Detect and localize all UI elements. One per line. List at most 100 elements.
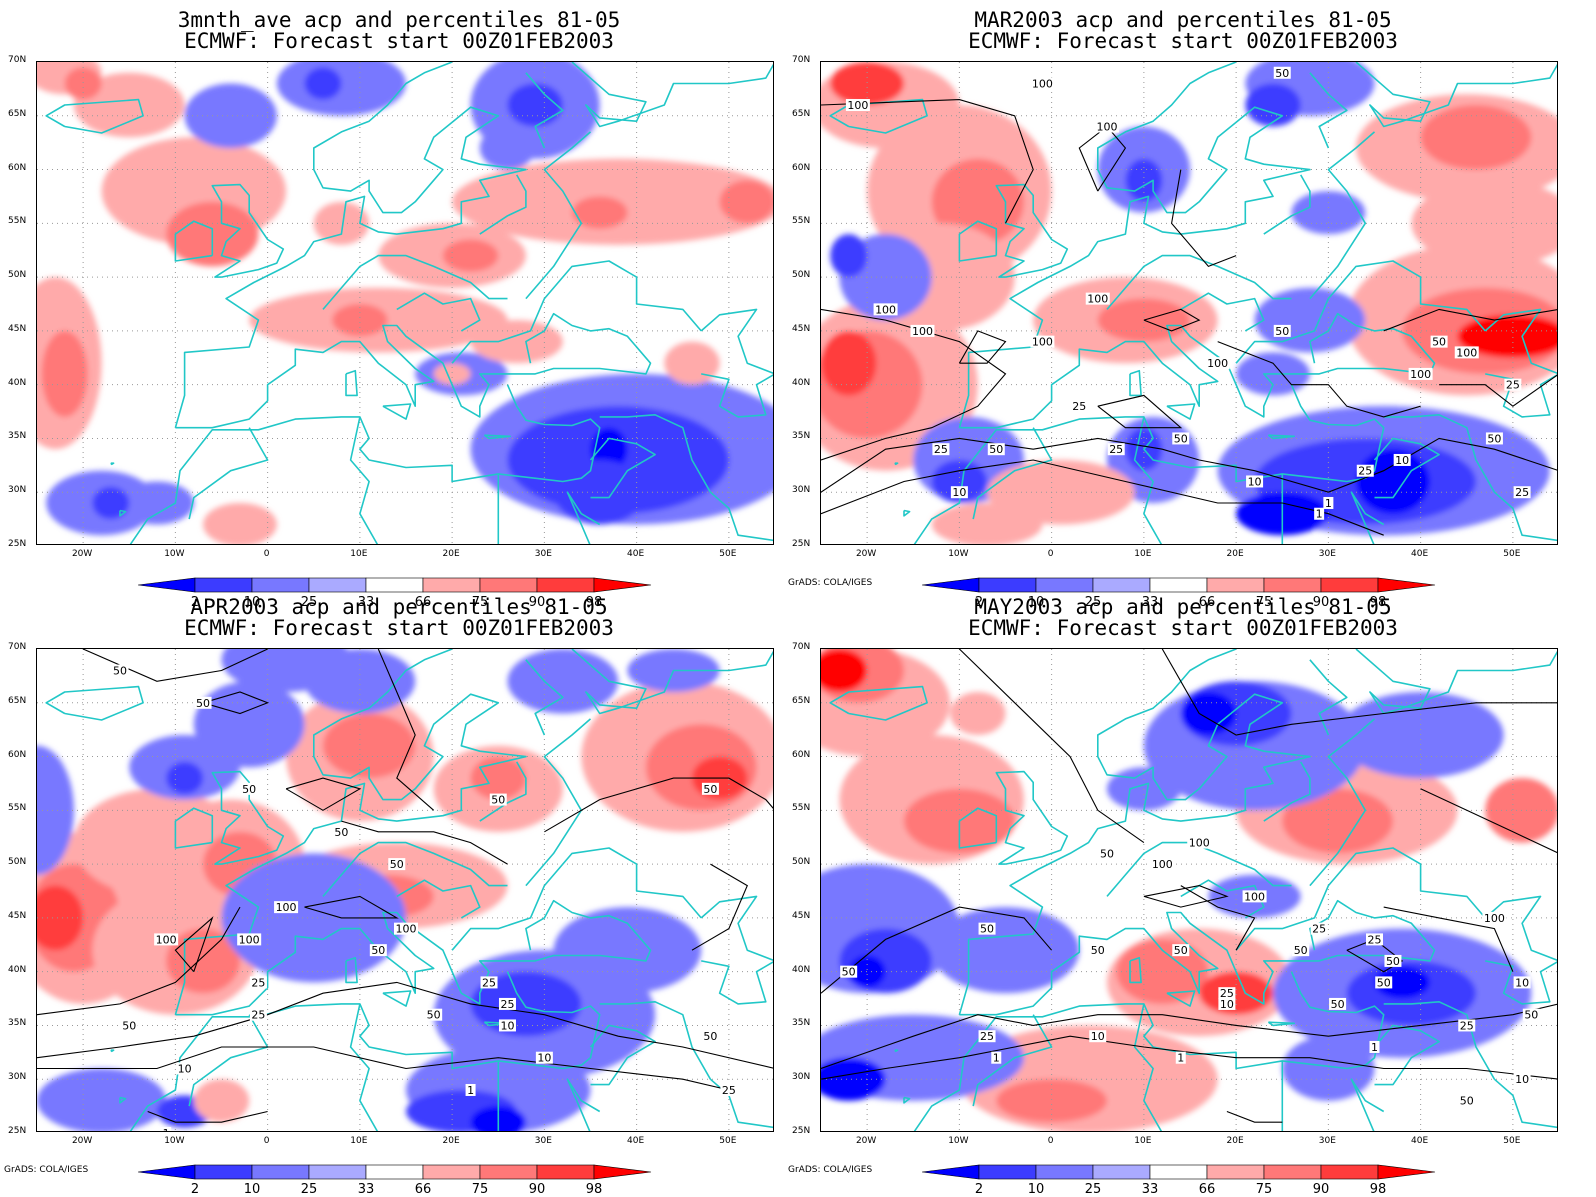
svg-text:50: 50 — [1294, 944, 1308, 957]
colorbar-bar — [922, 1164, 1436, 1180]
colorbar-segment — [536, 1164, 595, 1180]
svg-text:100: 100 — [1096, 121, 1117, 134]
svg-text:50: 50 — [1460, 1095, 1474, 1108]
lon-tick-label: 0 — [263, 1136, 270, 1146]
svg-text:50: 50 — [390, 858, 404, 871]
colorbar-label: 75 — [471, 595, 489, 610]
lon-tick-label: 20W — [71, 1136, 93, 1146]
contour-label: 25 — [498, 997, 516, 1011]
anomaly-shading — [37, 649, 773, 1131]
svg-text:10: 10 — [537, 1052, 551, 1065]
above-normal-area — [1411, 180, 1557, 267]
colorbar-label: 98 — [585, 595, 603, 610]
below-normal-area — [1180, 692, 1237, 736]
svg-text:25: 25 — [1368, 933, 1382, 946]
lon-tick-label: 30E — [1318, 549, 1336, 559]
panel-title-line2: ECMWF: Forecast start 00Z01FEB2003 — [968, 29, 1398, 53]
above-normal-area — [1282, 788, 1393, 854]
below-normal-area — [184, 83, 277, 149]
lat-tick-label: 70N — [8, 55, 27, 65]
above-normal-area — [987, 459, 1135, 525]
svg-text:100: 100 — [1484, 912, 1505, 925]
lat-tick-label: 65N — [8, 695, 27, 706]
above-normal-area — [1457, 314, 1557, 358]
svg-text:100: 100 — [1456, 346, 1477, 359]
contour-label: 10 — [535, 1051, 553, 1065]
panel-title-line1: MAR2003 acp and percentiles 81-05 — [974, 8, 1392, 32]
svg-text:50: 50 — [703, 783, 717, 796]
lon-tick-label: 30E — [1318, 1136, 1336, 1146]
grid-lines — [821, 62, 1557, 544]
colorbar-segment — [479, 1164, 538, 1180]
above-normal-area — [950, 692, 1006, 736]
contour-label: 1 — [1175, 1051, 1186, 1065]
above-normal-area — [470, 756, 526, 800]
above-normal-area — [37, 885, 84, 951]
svg-text:25: 25 — [980, 1030, 994, 1043]
colorbar-segment — [1206, 1164, 1265, 1180]
lon-tick-label: 20E — [1226, 1136, 1244, 1146]
contour-label: 100 — [154, 933, 179, 946]
lon-tick-label: 0 — [1047, 549, 1054, 559]
colorbar-label: 33 — [1141, 595, 1159, 610]
lat-tick-label: 55N — [792, 803, 811, 814]
contour-label: 100 — [1242, 890, 1267, 903]
above-normal-area — [1420, 105, 1532, 170]
contour-label: 50 — [1273, 66, 1291, 80]
contour-lines — [37, 649, 773, 1123]
below-normal-area — [553, 907, 702, 994]
colorbar-label: 10 — [243, 595, 261, 610]
colorbar-label: 33 — [1141, 1182, 1159, 1197]
svg-text:1: 1 — [1325, 497, 1332, 510]
lon-tick-label: 50E — [1503, 1136, 1521, 1146]
colorbar-label: 66 — [414, 595, 432, 610]
colorbar-segment — [1377, 577, 1436, 593]
below-normal-area — [839, 928, 932, 994]
contour-label: 50 — [489, 793, 507, 807]
colorbar-label: 75 — [1255, 1182, 1273, 1197]
colorbar-segment — [1320, 1164, 1379, 1180]
svg-text:1: 1 — [163, 1127, 170, 1132]
lon-tick-label: 40E — [1411, 1136, 1429, 1146]
contour-label: 50 — [240, 782, 258, 796]
svg-text:50: 50 — [1091, 944, 1105, 957]
panel-title-line2: ECMWF: Forecast start 00Z01FEB2003 — [184, 29, 614, 53]
lat-tick-label: 50N — [8, 857, 27, 868]
svg-text:50: 50 — [1275, 325, 1289, 338]
svg-text:25: 25 — [722, 1084, 736, 1097]
svg-text:25: 25 — [1460, 1019, 1474, 1032]
colorbar-label: 98 — [1369, 595, 1387, 610]
svg-text:100: 100 — [276, 901, 297, 914]
colorbar-label: 90 — [1312, 595, 1330, 610]
colorbar-segment — [1035, 1164, 1094, 1180]
colorbar-bar — [922, 577, 1436, 593]
below-normal-area — [1106, 767, 1181, 811]
lon-tick-label: 20W — [855, 1136, 877, 1146]
svg-text:25: 25 — [1312, 923, 1326, 936]
colorbar-label: 90 — [528, 1182, 546, 1197]
colorbar-segment — [593, 577, 652, 593]
svg-text:100: 100 — [239, 933, 260, 946]
lat-tick-label: 25N — [8, 539, 27, 549]
above-normal-area — [931, 158, 1024, 245]
contour-label: 1 — [161, 1127, 172, 1132]
above-normal-area — [442, 239, 499, 272]
contour-label: 100 — [1085, 292, 1110, 306]
colorbar-label: 66 — [414, 1182, 432, 1197]
anomaly-map: 100 100 100 50 100 100 100 100 50 100 50 100 100 25 50… — [821, 62, 1557, 544]
colorbar-segment — [1263, 1164, 1322, 1180]
coastlines — [45, 62, 773, 544]
colorbar-segment — [251, 1164, 310, 1180]
colorbar-segment — [138, 1164, 196, 1180]
colorbar-label: 66 — [1198, 595, 1216, 610]
svg-text:1: 1 — [1177, 1052, 1184, 1065]
svg-text:25: 25 — [1515, 486, 1529, 499]
colorbar-label: 2 — [974, 595, 984, 610]
contour-label: 100 — [1094, 120, 1119, 134]
coastlines — [829, 62, 1557, 544]
contour-label: 100 — [1150, 858, 1175, 871]
panel-title-line1: 3mnth_ave acp and percentiles 81-05 — [177, 8, 621, 32]
contour-label: 25 — [932, 443, 950, 456]
svg-text:100: 100 — [1032, 78, 1053, 91]
contour-label: 25 — [480, 976, 498, 989]
